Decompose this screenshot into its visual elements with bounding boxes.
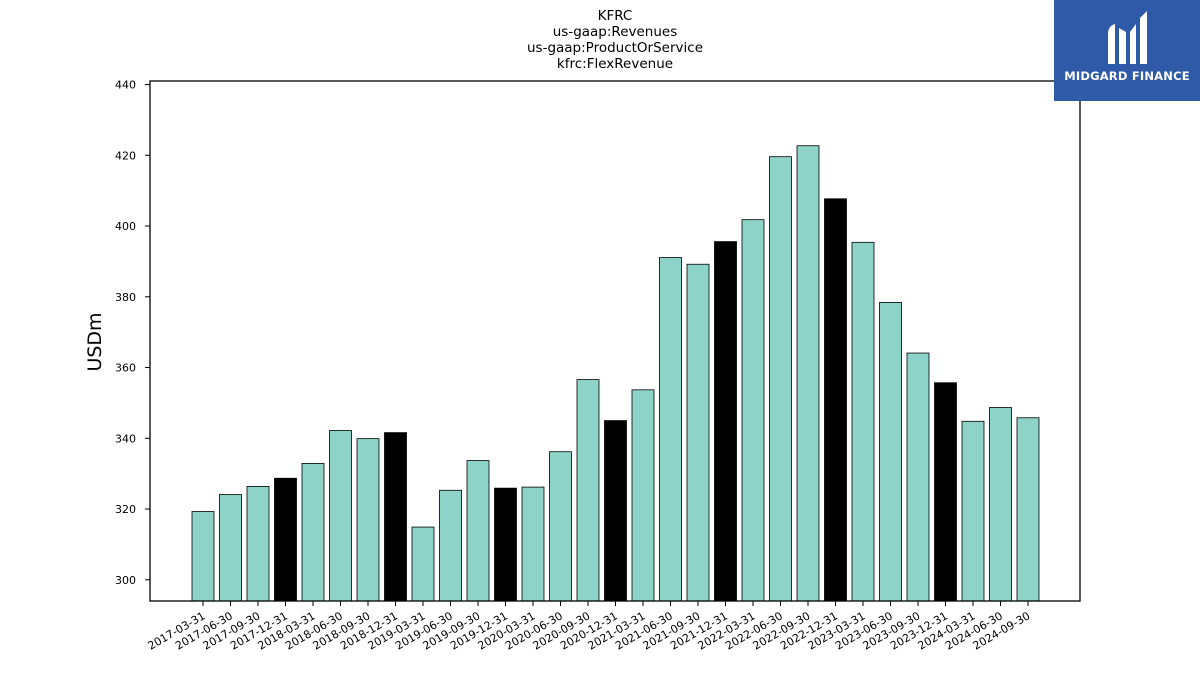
y-tick-label: 360 [115, 362, 136, 375]
bar-2024-03-31 [961, 420, 985, 602]
bar-2023-09-30 [906, 352, 930, 602]
bar-2024-06-30 [989, 407, 1012, 602]
bar-2021-03-31 [631, 389, 655, 602]
y-tick-label: 340 [115, 432, 136, 445]
x-axis: 2017-03-312017-06-302017-09-302017-12-31… [146, 601, 1033, 653]
y-axis-label: USDm [84, 312, 106, 371]
bars [191, 145, 1040, 602]
y-tick-label: 400 [115, 220, 136, 233]
bar-2019-03-31 [411, 526, 435, 602]
bar-2020-06-30 [549, 451, 572, 602]
bar-2020-09-30 [576, 379, 600, 602]
bar-2018-03-31 [301, 462, 325, 602]
y-tick-label: 300 [115, 574, 136, 587]
logo-text: MIDGARD FINANCE [1064, 69, 1190, 83]
chart-title-line: us-gaap:Revenues [553, 24, 678, 40]
bar-2022-09-30 [796, 145, 820, 602]
chart-title-line: KFRC [598, 8, 633, 24]
midgard-logo-icon [1108, 11, 1147, 64]
bar-2018-12-31 [384, 432, 407, 602]
bar-2017-09-30 [246, 485, 270, 602]
plot-frame [149, 80, 1081, 602]
bar-2023-06-30 [879, 302, 902, 602]
chart-title: KFRCus-gaap:Revenuesus-gaap:ProductOrSer… [527, 8, 703, 72]
bar-2020-12-31 [604, 420, 627, 602]
y-axis: 300 320 340 360 380 400 420 440 [115, 79, 150, 587]
midgard-finance-logo: MIDGARD FINANCE [1054, 0, 1200, 101]
bar-2019-09-30 [466, 460, 490, 602]
bar-2022-03-31 [741, 219, 765, 602]
bar-2021-09-30 [686, 263, 710, 602]
bar-2018-09-30 [356, 438, 380, 602]
bar-2019-06-30 [439, 489, 462, 602]
chart-title-line: kfrc:FlexRevenue [557, 56, 673, 72]
bar-2017-12-31 [274, 477, 297, 602]
y-tick-label: 420 [115, 149, 136, 162]
bar-2018-06-30 [329, 430, 352, 602]
chart-title-line: us-gaap:ProductOrService [527, 40, 703, 56]
bar-2023-03-31 [851, 241, 875, 602]
bar-2022-12-31 [824, 198, 847, 602]
bar-2021-12-31 [714, 241, 737, 602]
y-tick-label: 440 [115, 79, 136, 92]
bar-2021-06-30 [659, 257, 682, 602]
bar-2017-03-31 [191, 511, 215, 602]
y-tick-label: 380 [115, 291, 136, 304]
bar-2017-06-30 [219, 494, 242, 602]
bar-2022-06-30 [769, 156, 792, 602]
bar-2019-12-31 [494, 487, 517, 602]
bar-2023-12-31 [934, 382, 957, 602]
bar-2024-09-30 [1016, 417, 1040, 602]
bar-2020-03-31 [521, 486, 545, 602]
y-tick-label: 320 [115, 503, 136, 516]
